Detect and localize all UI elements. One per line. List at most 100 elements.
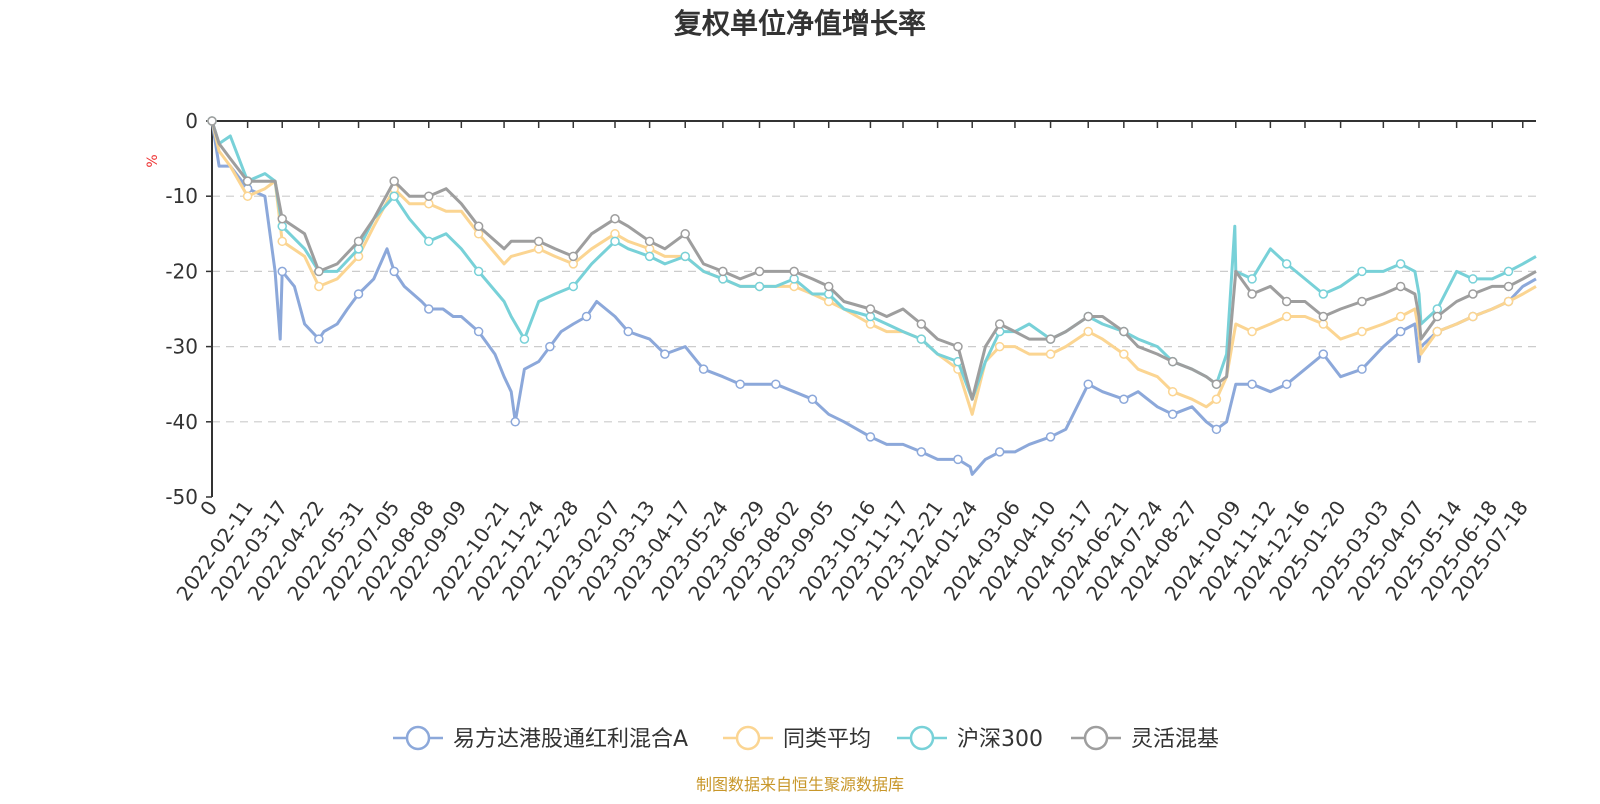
data-point <box>1281 259 1292 269</box>
data-point <box>1357 296 1367 307</box>
axes: 0-10-20-30-40-5002022-02-112022-03-17202… <box>165 109 1536 605</box>
data-point <box>389 176 399 186</box>
data-point <box>277 266 287 277</box>
data-point <box>1247 289 1257 299</box>
legend-label: 灵活混基 <box>1131 727 1219 752</box>
y-tick-label: 0 <box>185 109 198 133</box>
data-point <box>277 214 287 224</box>
data-point <box>1167 386 1178 397</box>
data-point <box>1167 356 1178 367</box>
data-point <box>1083 326 1093 337</box>
y-tick-label: -10 <box>165 184 198 208</box>
data-point <box>1468 274 1478 284</box>
data-point <box>916 319 927 329</box>
data-point <box>1468 311 1478 322</box>
legend-item[interactable]: 沪深300 <box>897 725 1043 752</box>
data-point <box>735 379 745 389</box>
data-point <box>994 447 1005 457</box>
data-point <box>389 191 399 201</box>
x-tick-label: 0 <box>195 496 222 520</box>
data-point <box>916 447 927 457</box>
data-point <box>754 266 765 277</box>
data-point <box>789 266 799 277</box>
data-point <box>519 334 530 344</box>
data-point <box>242 176 253 186</box>
data-point <box>1395 326 1406 337</box>
data-point <box>473 326 484 337</box>
legend-item[interactable]: 易方达港股通红利混合A <box>393 725 688 752</box>
legend-swatch-marker <box>735 725 761 751</box>
data-point <box>1083 379 1093 389</box>
legend[interactable]: 易方达港股通红利混合A 同类平均 沪深300 灵活混基 <box>393 725 1219 752</box>
data-point <box>1211 424 1222 435</box>
data-point <box>1432 311 1443 322</box>
data-point <box>865 304 876 314</box>
grid-lines <box>212 195 1536 423</box>
data-point <box>610 214 620 224</box>
data-point <box>1318 349 1329 359</box>
data-point <box>533 236 544 247</box>
data-point <box>1395 259 1406 269</box>
legend-item[interactable]: 灵活混基 <box>1071 725 1219 752</box>
data-point <box>1357 326 1367 337</box>
data-point <box>1395 311 1406 322</box>
legend-label: 同类平均 <box>783 727 871 752</box>
legend-label: 易方达港股通红利混合A <box>453 727 688 752</box>
legend-label: 沪深300 <box>957 727 1043 752</box>
data-point <box>610 236 620 247</box>
data-point <box>1503 281 1514 292</box>
legend-swatch-marker <box>405 725 431 751</box>
data-point <box>1247 274 1257 284</box>
data-point <box>277 236 287 247</box>
data-point <box>1281 379 1292 389</box>
data-point <box>1281 296 1292 307</box>
data-point <box>424 304 434 314</box>
data-point <box>1119 326 1129 337</box>
data-point <box>718 266 728 277</box>
data-point <box>473 266 484 277</box>
data-point <box>1045 334 1056 344</box>
data-point <box>1045 432 1056 442</box>
y-tick-label: -50 <box>165 485 198 509</box>
data-point <box>424 236 434 247</box>
y-tick-label: -30 <box>165 335 198 359</box>
data-point <box>1357 266 1367 277</box>
data-point <box>568 281 579 292</box>
data-point <box>473 221 484 232</box>
data-point <box>1318 289 1329 299</box>
data-point <box>510 417 521 427</box>
data-point <box>314 266 324 277</box>
series-line-3 <box>210 120 1537 401</box>
series-line-0 <box>210 120 1537 476</box>
data-point <box>1247 326 1257 337</box>
data-point <box>823 281 834 292</box>
data-point <box>680 251 690 262</box>
data-point <box>1211 394 1222 404</box>
data-point <box>680 229 690 239</box>
data-point <box>424 191 434 201</box>
data-point <box>1503 266 1514 277</box>
data-point <box>953 454 963 465</box>
data-point <box>314 281 324 292</box>
data-point <box>1211 379 1222 389</box>
data-point <box>1119 349 1129 359</box>
chart-title: 复权单位净值增长率 <box>674 7 926 40</box>
data-point <box>1395 281 1406 292</box>
data-point <box>771 379 781 389</box>
data-point <box>1045 349 1056 359</box>
data-point <box>545 341 555 352</box>
data-point <box>353 236 364 247</box>
data-point <box>1119 394 1129 404</box>
data-point <box>1247 379 1257 389</box>
series-lines <box>207 116 1537 476</box>
legend-item[interactable]: 同类平均 <box>723 725 871 752</box>
data-point <box>1281 311 1292 322</box>
data-point <box>314 334 324 344</box>
legend-swatch-marker <box>1083 725 1109 751</box>
data-point <box>389 266 399 277</box>
data-point <box>754 281 765 292</box>
y-tick-label: -20 <box>165 259 198 283</box>
y-axis-unit-label: % <box>145 154 161 167</box>
data-point <box>1432 326 1443 337</box>
